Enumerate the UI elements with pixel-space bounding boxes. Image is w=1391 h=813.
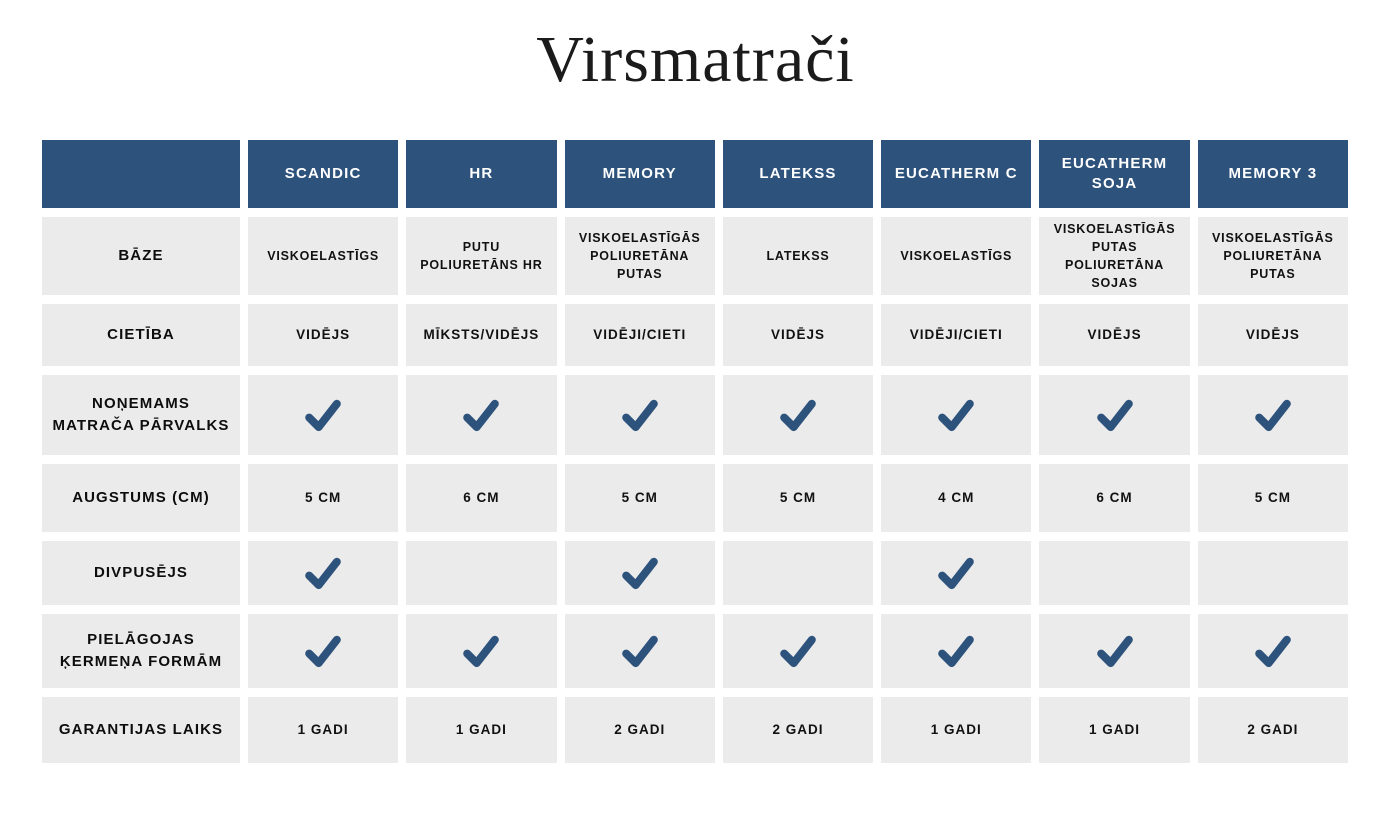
check-icon [938,557,975,590]
check-cell [564,541,715,605]
table-cell: VIDĒJS [248,304,399,366]
table-cell: 1 GADI [881,697,1032,763]
check-cell [248,614,399,688]
check-cell [1039,375,1190,455]
page-title: Virsmatrači [536,23,855,96]
row-label: GARANTIJAS LAIKS [42,697,240,763]
check-icon [780,635,816,668]
table-cell: VISKOELASTĪGĀS PUTAS POLIURETĀNA SOJAS [1039,217,1190,295]
column-header: MEMORY [564,140,715,208]
table-cell: VISKOELASTĪGS [248,217,399,295]
check-icon [938,399,975,432]
check-icon [305,399,341,432]
table-cell: VIDĒJI/CIETI [881,304,1032,366]
check-icon [1255,635,1291,668]
table-cell: VIDĒJS [722,304,874,366]
check-cell [881,375,1032,455]
row-label: NOŅEMAMS MATRAČA PĀRVALKS [42,375,240,455]
table-cell: 6 CM [406,464,557,532]
empty-cell [406,541,557,605]
check-cell [248,541,399,605]
empty-cell [1039,541,1190,605]
row-label: CIETĪBA [42,304,240,366]
column-header: LATEKSS [722,140,874,208]
check-cell [406,375,557,455]
table-cell: 5 CM [564,464,715,532]
table-cell: 1 GADI [1039,697,1190,763]
check-cell [1197,375,1348,455]
check-icon [938,635,975,668]
check-cell [248,375,399,455]
check-icon [463,399,500,432]
table-cell: VISKOELASTĪGS [881,217,1032,295]
table-cell: VISKOELASTĪGĀS POLIURETĀNA PUTAS [1197,217,1348,295]
empty-cell [722,541,874,605]
column-header: EUCATHERM C [881,140,1032,208]
check-cell [1197,614,1348,688]
table-cell: 1 GADI [248,697,399,763]
row-label: DIVPUSĒJS [42,541,240,605]
check-cell [564,375,715,455]
check-icon [621,635,658,668]
check-cell [1039,614,1190,688]
check-cell [406,614,557,688]
table-cell: VIDĒJS [1039,304,1190,366]
check-cell [722,375,874,455]
check-icon [621,557,658,590]
comparison-table: SCANDIC HR MEMORY LATEKSS EUCATHERM C EUCATHE… [42,140,1348,763]
table-cell: MĪKSTS/VIDĒJS [406,304,557,366]
table-cell: 5 CM [1197,464,1348,532]
row-label: PIELĀGOJAS ĶERMEŅA FORMĀM [42,614,240,688]
table-cell: VISKOELASTĪGĀS POLIURETĀNA PUTAS [564,217,715,295]
column-header: HR [406,140,557,208]
column-header: MEMORY 3 [1197,140,1348,208]
table-cell: 6 CM [1039,464,1190,532]
check-cell [881,614,1032,688]
check-cell [564,614,715,688]
table-cell: PUTU POLIURETĀNS HR [406,217,557,295]
table-cell: 2 GADI [1197,697,1348,763]
table-cell: LATEKSS [722,217,874,295]
table-cell: VIDĒJS [1197,304,1348,366]
check-icon [305,635,341,668]
table-cell: 4 CM [881,464,1032,532]
table-cell: 5 CM [722,464,874,532]
check-cell [881,541,1032,605]
row-label: BĀZE [42,217,240,295]
table-cell: 5 CM [248,464,399,532]
column-header: SCANDIC [248,140,399,208]
table-cell: VIDĒJI/CIETI [564,304,715,366]
check-icon [780,399,816,432]
check-icon [1255,399,1291,432]
empty-cell [1197,541,1348,605]
check-icon [621,399,658,432]
check-cell [722,614,874,688]
check-icon [305,557,341,590]
check-icon [1096,635,1133,668]
row-label: AUGSTUMS (CM) [42,464,240,532]
table-cell: 2 GADI [722,697,874,763]
table-cell: 2 GADI [564,697,715,763]
table-corner-cell [42,140,240,208]
check-icon [463,635,500,668]
check-icon [1096,399,1133,432]
table-cell: 1 GADI [406,697,557,763]
column-header: EUCATHERM SOJA [1039,140,1190,208]
